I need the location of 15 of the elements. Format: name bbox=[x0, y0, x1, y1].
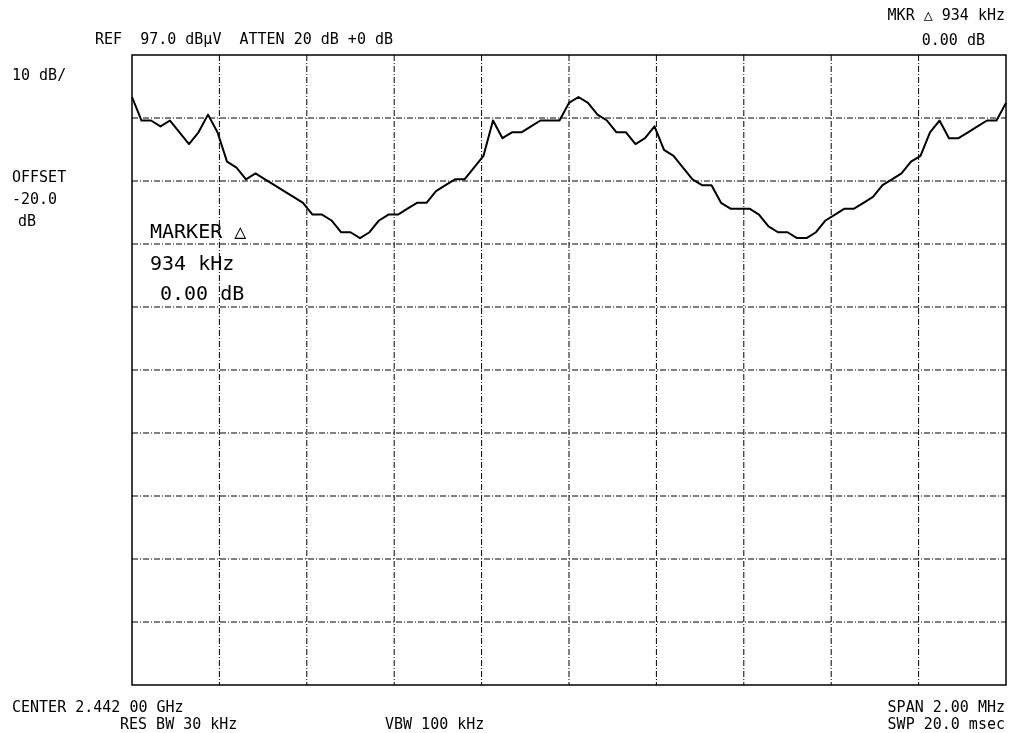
text: -20.0 bbox=[12, 190, 58, 208]
annotation: 0.00 dB bbox=[160, 281, 245, 305]
text: MKR △ 934 kHz bbox=[887, 6, 1005, 24]
text: OFFSET bbox=[12, 168, 67, 186]
annotation: MARKER △ bbox=[150, 219, 247, 243]
text: SPAN 2.00 MHz bbox=[887, 698, 1005, 716]
text: dB bbox=[18, 212, 37, 230]
text: 0.00 dB bbox=[921, 31, 985, 49]
text: RES BW 30 kHz bbox=[120, 715, 238, 733]
annotation: 934 kHz bbox=[150, 251, 235, 275]
text: VBW 100 kHz bbox=[385, 715, 485, 733]
text: CENTER 2.442 00 GHz bbox=[12, 698, 184, 716]
text: SWP 20.0 msec bbox=[887, 715, 1005, 733]
text: 10 dB/ bbox=[12, 66, 67, 84]
text: REF 97.0 dBµV ATTEN 20 dB +0 dB bbox=[95, 30, 394, 48]
